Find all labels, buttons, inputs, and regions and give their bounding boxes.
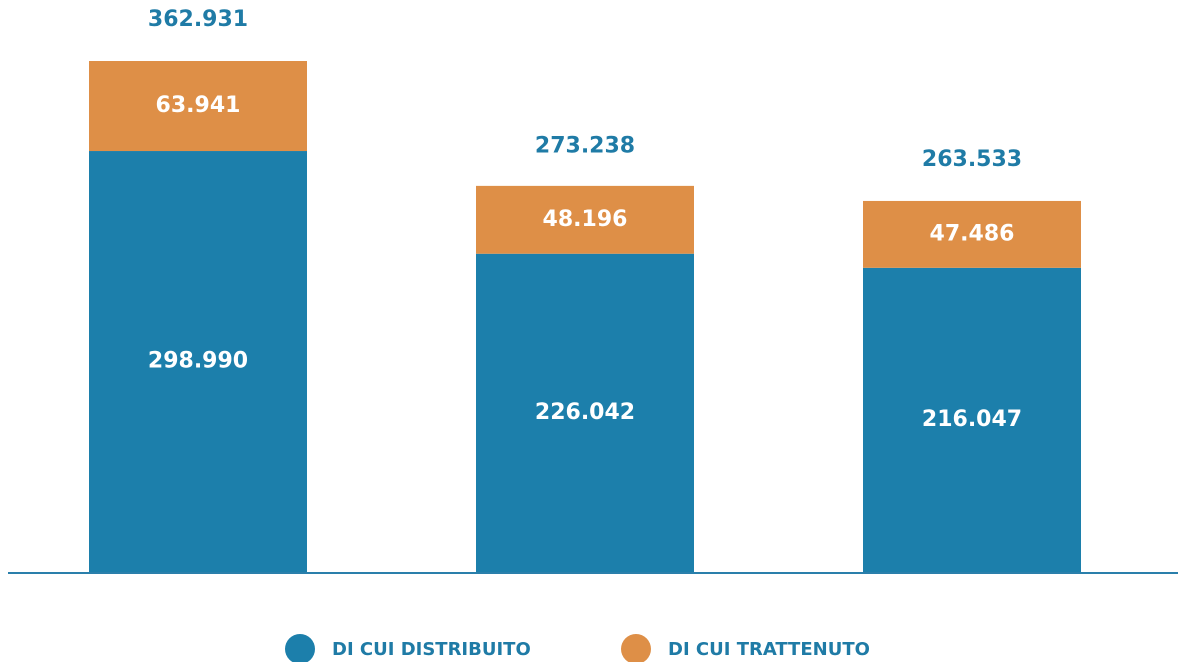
value-label: 48.196 (543, 207, 628, 232)
legend-label: DI CUI DISTRIBUITO (332, 639, 531, 660)
chart: 298.990 63.941 362.931 226.042 48.196 273.238… (0, 0, 1181, 662)
value-label: 216.047 (922, 407, 1022, 432)
total-label: 263.533 (922, 147, 1022, 172)
total-label: 273.238 (535, 133, 635, 158)
legend-marker (285, 634, 315, 662)
legend-marker (621, 634, 651, 662)
value-label: 226.042 (535, 400, 635, 425)
legend-label: DI CUI TRATTENUTO (668, 639, 870, 660)
value-label: 47.486 (930, 221, 1015, 246)
value-label: 298.990 (148, 349, 248, 374)
value-label: 63.941 (156, 93, 241, 118)
total-label: 362.931 (148, 7, 248, 32)
